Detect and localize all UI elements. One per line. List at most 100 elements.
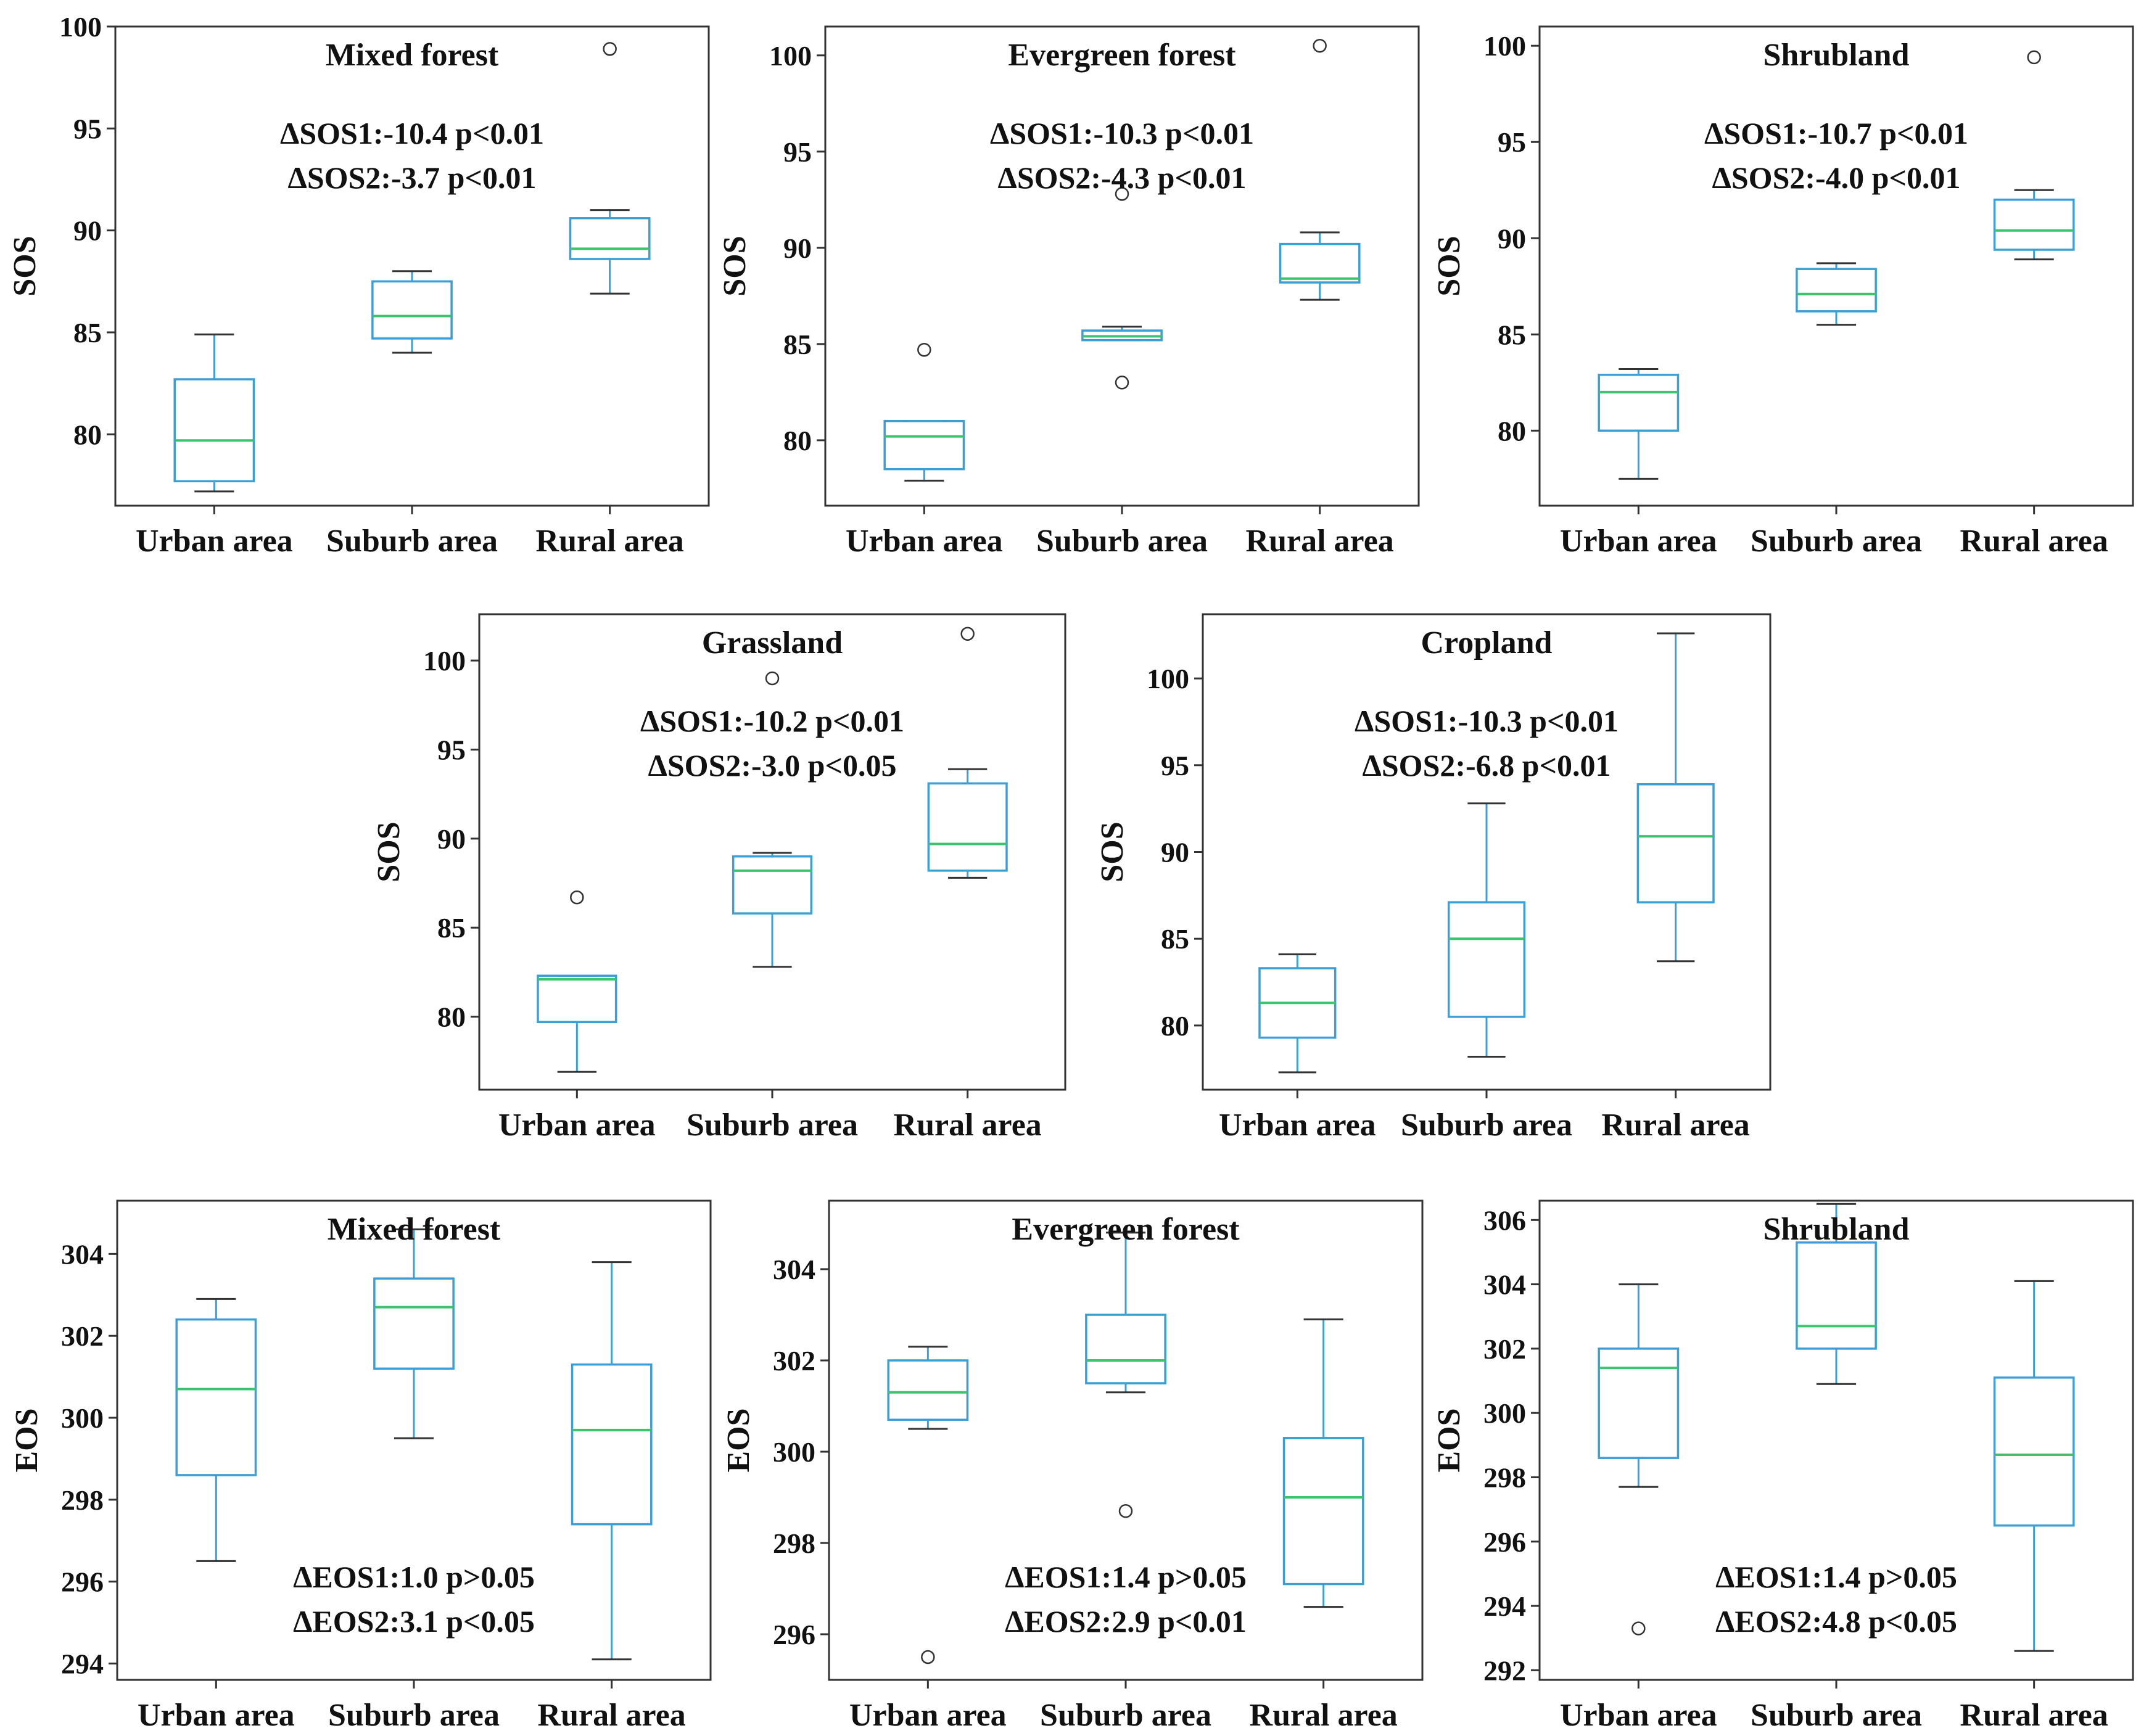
x-tick-label: Suburb area: [328, 1698, 500, 1733]
outlier-point: [570, 890, 584, 905]
chart-title: Evergreen forest: [1012, 1212, 1240, 1247]
chart-panel-3: 80 85 90 95 100 SOS Urban area Suburb area Rural…: [1432, 25, 2134, 559]
box-iqr: [1085, 1314, 1166, 1384]
stat-annotation: ΔSOS1:-10.7 p<0.01: [1704, 116, 1968, 150]
outlier-point: [1118, 1504, 1133, 1518]
x-tick-label: Suburb area: [326, 524, 498, 559]
y-tick-label: 100: [1147, 663, 1189, 694]
box-iqr: [373, 1277, 455, 1370]
box-rural-area: [927, 627, 1008, 879]
x-tick-label: Rural area: [1960, 524, 2108, 559]
y-tick-label: 294: [1483, 1590, 1526, 1622]
chart-panel-7: 296 298 300 302 304 EOS Urban area Suburb area R…: [721, 1199, 1424, 1733]
y-tick-label: 300: [773, 1436, 815, 1468]
y-tick-label: 296: [1483, 1526, 1526, 1558]
y-axis-label: SOS: [371, 821, 406, 882]
stat-annotation: ΔSOS2:-6.8 p<0.01: [1363, 748, 1611, 783]
y-tick-label: 80: [1161, 1010, 1189, 1042]
stat-annotation: ΔEOS1:1.0 p>0.05: [293, 1560, 535, 1594]
y-tick-label: 292: [1483, 1655, 1526, 1686]
x-tick-label: Rural area: [538, 1698, 686, 1733]
outlier-point: [765, 671, 780, 686]
y-tick-label: 95: [783, 136, 812, 168]
outlier-point: [2027, 50, 2041, 65]
box-iqr: [1447, 901, 1526, 1018]
plot-frame: [824, 25, 1420, 507]
box-urban-area: [1598, 368, 1680, 480]
box-suburb-area: [1085, 1232, 1166, 1518]
box-iqr: [173, 378, 255, 483]
y-tick-label: 294: [61, 1648, 104, 1679]
y-tick-label: 95: [1161, 750, 1189, 781]
outlier-point: [1631, 1621, 1646, 1635]
y-tick-label: 304: [1483, 1269, 1526, 1301]
stat-annotation: ΔSOS2:-3.0 p<0.05: [648, 748, 897, 783]
box-iqr: [1279, 242, 1361, 284]
x-tick-label: Urban area: [846, 524, 1003, 559]
y-tick-label: 95: [73, 113, 102, 144]
box-urban-area: [887, 1346, 969, 1664]
box-rural-area: [571, 1261, 653, 1661]
box-urban-area: [1598, 1283, 1680, 1635]
stat-annotation: ΔSOS2:-3.7 p<0.01: [288, 160, 537, 195]
box-suburb-area: [1447, 802, 1526, 1058]
chart-panel-4: 80 85 90 95 100 SOS Urban area Suburb area Rural…: [371, 613, 1066, 1143]
stat-annotation: ΔEOS2:3.1 p<0.05: [293, 1604, 535, 1639]
box-suburb-area: [1796, 1203, 1877, 1385]
box-rural-area: [1282, 1318, 1364, 1608]
y-tick-label: 100: [769, 40, 812, 72]
y-axis-label: EOS: [721, 1408, 756, 1472]
stat-annotation: ΔEOS1:1.4 p>0.05: [1005, 1560, 1247, 1594]
y-tick-label: 90: [1498, 223, 1526, 254]
y-tick-label: 100: [59, 11, 102, 43]
outlier-point: [603, 42, 617, 56]
box-urban-area: [173, 333, 255, 493]
y-axis-label: EOS: [1432, 1408, 1467, 1472]
x-tick-label: Urban area: [1560, 524, 1717, 559]
chart-panel-8: 292 294 296 298 300 302 304 306 EOS Urban area Sub…: [1432, 1199, 2134, 1733]
y-tick-label: 80: [1498, 415, 1526, 446]
y-tick-label: 100: [1483, 30, 1526, 62]
box-iqr: [1796, 268, 1877, 313]
y-tick-label: 85: [1161, 923, 1189, 955]
box-urban-area: [883, 342, 965, 482]
plot-frame: [114, 25, 710, 507]
chart-title: Mixed forest: [326, 38, 499, 73]
box-iqr: [732, 855, 813, 915]
y-tick-label: 302: [61, 1320, 104, 1352]
stat-annotation: ΔEOS2:4.8 p<0.05: [1715, 1604, 1957, 1639]
outlier-point: [1313, 38, 1327, 53]
box-iqr: [1598, 1347, 1680, 1459]
y-tick-label: 298: [1483, 1462, 1526, 1493]
y-tick-label: 85: [783, 329, 812, 360]
stat-annotation: ΔSOS1:-10.2 p<0.01: [640, 704, 904, 738]
stat-annotation: ΔSOS2:-4.3 p<0.01: [998, 160, 1247, 195]
chart-title: Shrubland: [1763, 38, 1909, 73]
y-axis-label: SOS: [1095, 821, 1130, 882]
y-axis-label: SOS: [7, 236, 43, 296]
y-tick-label: 298: [773, 1528, 815, 1559]
box-rural-area: [1279, 38, 1361, 301]
y-tick-label: 300: [1483, 1397, 1526, 1429]
y-tick-label: 298: [61, 1484, 104, 1516]
outlier-point: [960, 627, 975, 641]
box-suburb-area: [371, 270, 453, 354]
x-tick-label: Rural area: [1250, 1698, 1398, 1733]
x-tick-label: Rural area: [1246, 524, 1394, 559]
box-suburb-area: [373, 1228, 455, 1439]
y-tick-label: 300: [61, 1402, 104, 1434]
stat-annotation: ΔSOS1:-10.3 p<0.01: [1355, 704, 1619, 738]
x-tick-label: Suburb area: [687, 1108, 858, 1143]
x-tick-label: Suburb area: [1751, 524, 1922, 559]
y-tick-label: 304: [61, 1238, 104, 1270]
box-rural-area: [1993, 50, 2075, 261]
x-tick-label: Urban area: [136, 524, 293, 559]
y-tick-label: 304: [773, 1254, 815, 1285]
chart-panel-1: 80 85 90 95 100 SOS Urban area Suburb area Rural…: [7, 11, 710, 559]
y-tick-label: 85: [437, 912, 466, 944]
y-axis-label: SOS: [717, 236, 753, 296]
y-axis-label: SOS: [1432, 236, 1467, 296]
chart-panel-5: 80 85 90 95 100 SOS Urban area Suburb area Rural…: [1095, 613, 1772, 1143]
box-iqr: [1796, 1241, 1877, 1350]
